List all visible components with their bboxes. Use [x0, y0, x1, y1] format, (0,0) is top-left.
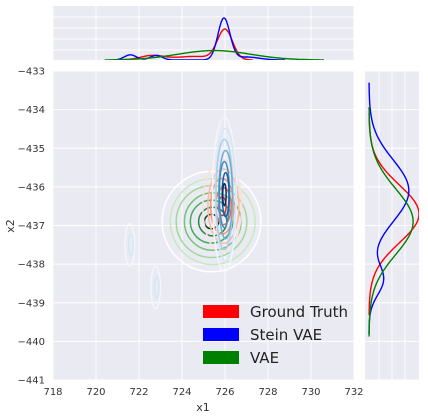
contour-stein-vae — [127, 233, 135, 257]
top-marginal-vae — [104, 49, 324, 60]
right-marginal-stein-vae — [368, 82, 410, 334]
y-axis-label: x2 — [4, 219, 17, 233]
right-marginal-panel — [365, 70, 419, 381]
contour-stein-vae — [221, 182, 227, 207]
contour-vae — [175, 184, 248, 259]
x-axis-label: x1 — [196, 401, 210, 414]
legend-swatch-vae — [203, 351, 239, 364]
x-tick-label: 728 — [258, 387, 277, 398]
x-tick-label: 720 — [86, 387, 105, 398]
legend-label-ground-truth: Ground Truth — [250, 303, 348, 321]
contour-ground-truth — [202, 159, 243, 254]
top-marginal-grid — [52, 6, 355, 60]
legend: Ground Truth Stein VAE VAE — [203, 303, 348, 367]
legend-swatch-ground-truth — [203, 305, 239, 318]
y-tick-label: −439 — [18, 298, 45, 309]
legend-label-vae: VAE — [250, 349, 279, 367]
legend-swatch-stein-vae — [203, 328, 239, 341]
top-marginal-panel — [52, 6, 355, 60]
right-marginal-curves — [368, 82, 419, 337]
y-tick-label: −433 — [18, 67, 45, 78]
right-marginal-vae — [368, 107, 414, 337]
contour-ground-truth — [207, 168, 240, 245]
x-tick-labels: 718 720 722 724 726 728 730 732 — [43, 387, 363, 398]
top-marginal-curves — [104, 17, 324, 60]
main-joint-panel: 718 720 722 724 726 728 730 732 −441 −440 −439 −43… — [4, 67, 364, 415]
x-tick-label: 718 — [43, 387, 62, 398]
x-tick-label: 726 — [215, 387, 234, 398]
contour-stein-vae — [124, 222, 136, 267]
x-tick-label: 730 — [301, 387, 320, 398]
y-tick-label: −434 — [18, 105, 45, 116]
y-tick-label: −437 — [18, 221, 45, 232]
kde-contours — [124, 116, 262, 310]
x-tick-label: 732 — [344, 387, 363, 398]
x-tick-label: 724 — [172, 387, 191, 398]
y-tick-label: −438 — [18, 260, 45, 271]
contour-stein-vae — [150, 265, 162, 310]
y-tick-label: −441 — [18, 376, 45, 387]
contour-vae — [161, 170, 262, 273]
contour-stein-vae — [153, 275, 160, 299]
right-marginal-grid — [365, 70, 419, 381]
top-marginal-background — [53, 6, 354, 60]
y-tick-label: −440 — [18, 337, 45, 348]
y-tick-label: −436 — [18, 182, 45, 193]
legend-label-stein-vae: Stein VAE — [250, 326, 322, 344]
y-tick-label: −435 — [18, 144, 45, 155]
x-tick-label: 722 — [129, 387, 148, 398]
y-tick-labels: −441 −440 −439 −438 −437 −436 −435 −434 −433 — [18, 67, 45, 387]
